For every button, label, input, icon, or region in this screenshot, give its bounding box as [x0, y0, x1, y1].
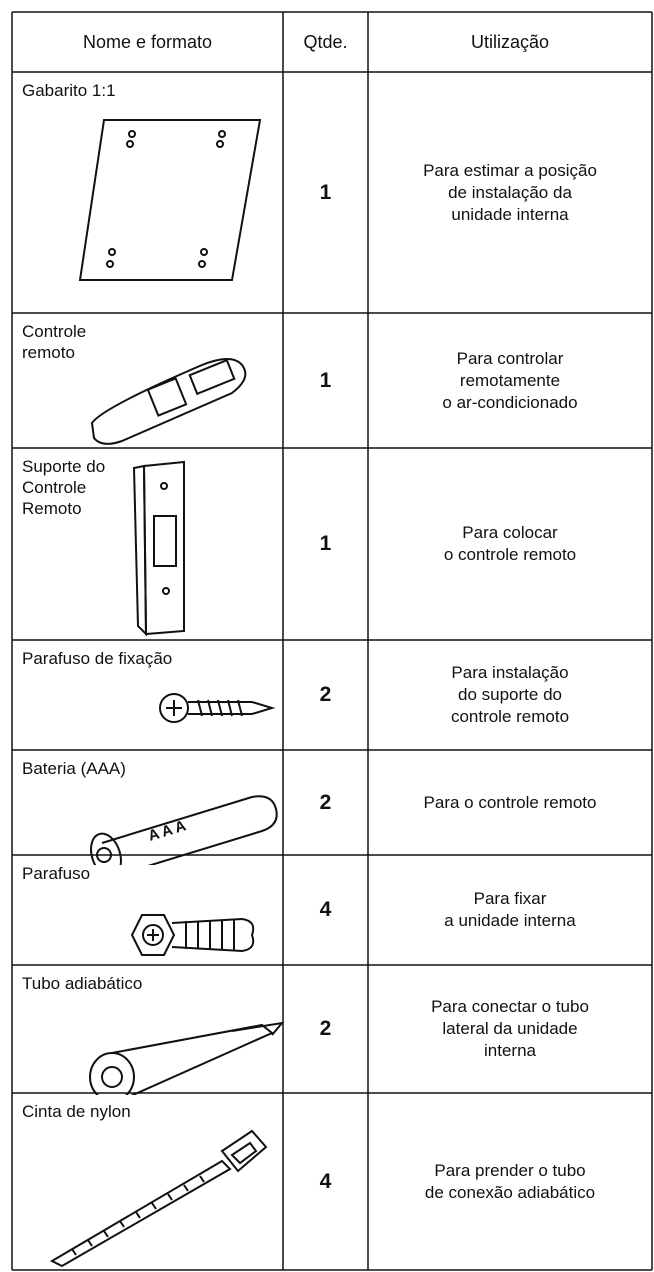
item-qty: 2 [283, 965, 368, 1093]
item-name: Suporte do Controle Remoto [12, 448, 283, 640]
use-line: Para estimar a posição [423, 160, 597, 180]
item-name: Bateria (AAA) [12, 750, 283, 855]
item-name: Cinta de nylon [12, 1093, 283, 1270]
item-name: Parafuso de fixação [12, 640, 283, 750]
use-line: Para controlar [456, 348, 564, 368]
item-use: Para colocar o controle remoto [368, 448, 652, 640]
item-qty: 1 [283, 448, 368, 640]
use-line: Para instalação [451, 663, 569, 682]
qty-value: 1 [319, 532, 332, 555]
header-cell: Utilização [368, 12, 652, 72]
item-illustration [78, 119, 262, 281]
qty-value: 2 [319, 790, 332, 814]
item-name: Parafuso [12, 855, 283, 965]
item-name-line: Gabarito 1:1 [22, 81, 116, 100]
use-line: o controle remoto [443, 545, 577, 564]
item-qty: 2 [283, 750, 368, 855]
item-use: Para conectar o tubo lateral da unidade in… [368, 965, 652, 1093]
item-illustration: AAA [90, 795, 278, 865]
item-qty: 1 [283, 72, 368, 313]
use-line: Para fixar [473, 889, 547, 908]
item-illustration [90, 358, 247, 445]
item-qty: 4 [283, 855, 368, 965]
battery-marking: AAA [146, 816, 191, 844]
item-use: Para prender o tubo de conexão adiabático [368, 1093, 652, 1270]
use-line: o ar-condicionado [442, 392, 578, 412]
qty-value: 4 [319, 898, 332, 921]
use-line: controle remoto [450, 707, 570, 726]
use-line: Para prender o tubo [434, 1160, 586, 1180]
item-name-line: Cinta de nylon [22, 1102, 131, 1121]
use-line: de instalação da [448, 182, 572, 202]
item-qty: 4 [283, 1093, 368, 1270]
header-text: Nome e formato [82, 31, 213, 52]
item-name-line: Controle [22, 322, 87, 341]
use-line: remotamente [459, 370, 561, 390]
item-name-line: Controle [22, 478, 87, 497]
use-line: Para colocar [462, 523, 558, 542]
header-cell: Qtde. [283, 12, 368, 72]
item-illustration [130, 914, 255, 956]
qty-value: 1 [319, 368, 332, 392]
header-text: Qtde. [303, 31, 348, 52]
item-illustration [49, 1129, 268, 1268]
use-line: Para conectar o tubo [431, 997, 589, 1016]
item-name-line: remoto [22, 343, 75, 362]
item-use: Para controlar remotamente o ar-condiciona… [368, 313, 652, 448]
item-use: Para o controle remoto [368, 750, 652, 855]
item-name-line: Parafuso [22, 864, 91, 883]
qty-value: 4 [319, 1169, 332, 1193]
item-name-line: Parafuso de fixação [22, 649, 173, 668]
qty-value: 2 [319, 683, 332, 706]
item-use: Para estimar a posição de instalação da un… [368, 72, 652, 313]
use-line: unidade interna [451, 204, 569, 224]
item-name-line: Tubo adiabático [22, 974, 143, 993]
qty-value: 2 [319, 1017, 332, 1040]
use-line: lateral da unidade [442, 1019, 578, 1038]
item-qty: 2 [283, 640, 368, 750]
item-name-line: Remoto [22, 499, 82, 518]
item-name-line: Suporte do [22, 457, 106, 476]
item-illustration [132, 460, 185, 637]
item-name: Controle remoto [12, 313, 283, 448]
item-name: Tubo adiabático [12, 965, 283, 1093]
header-cell: Nome e formato [12, 12, 283, 72]
qty-value: 1 [319, 180, 332, 204]
item-name: Gabarito 1:1 [12, 72, 283, 313]
use-line: interna [484, 1041, 536, 1060]
item-illustration [159, 693, 276, 723]
item-name-line: Bateria (AAA) [22, 759, 126, 778]
header-text: Utilização [470, 31, 550, 52]
item-illustration [89, 1021, 285, 1095]
use-line: do suporte do [458, 685, 562, 704]
use-line: a unidade interna [444, 911, 576, 930]
item-use: Para fixar a unidade interna [368, 855, 652, 965]
item-qty: 1 [283, 313, 368, 448]
use-line: Para o controle remoto [423, 792, 597, 812]
use-line: de conexão adiabático [424, 1182, 596, 1202]
item-use: Para instalação do suporte do controle rem… [368, 640, 652, 750]
